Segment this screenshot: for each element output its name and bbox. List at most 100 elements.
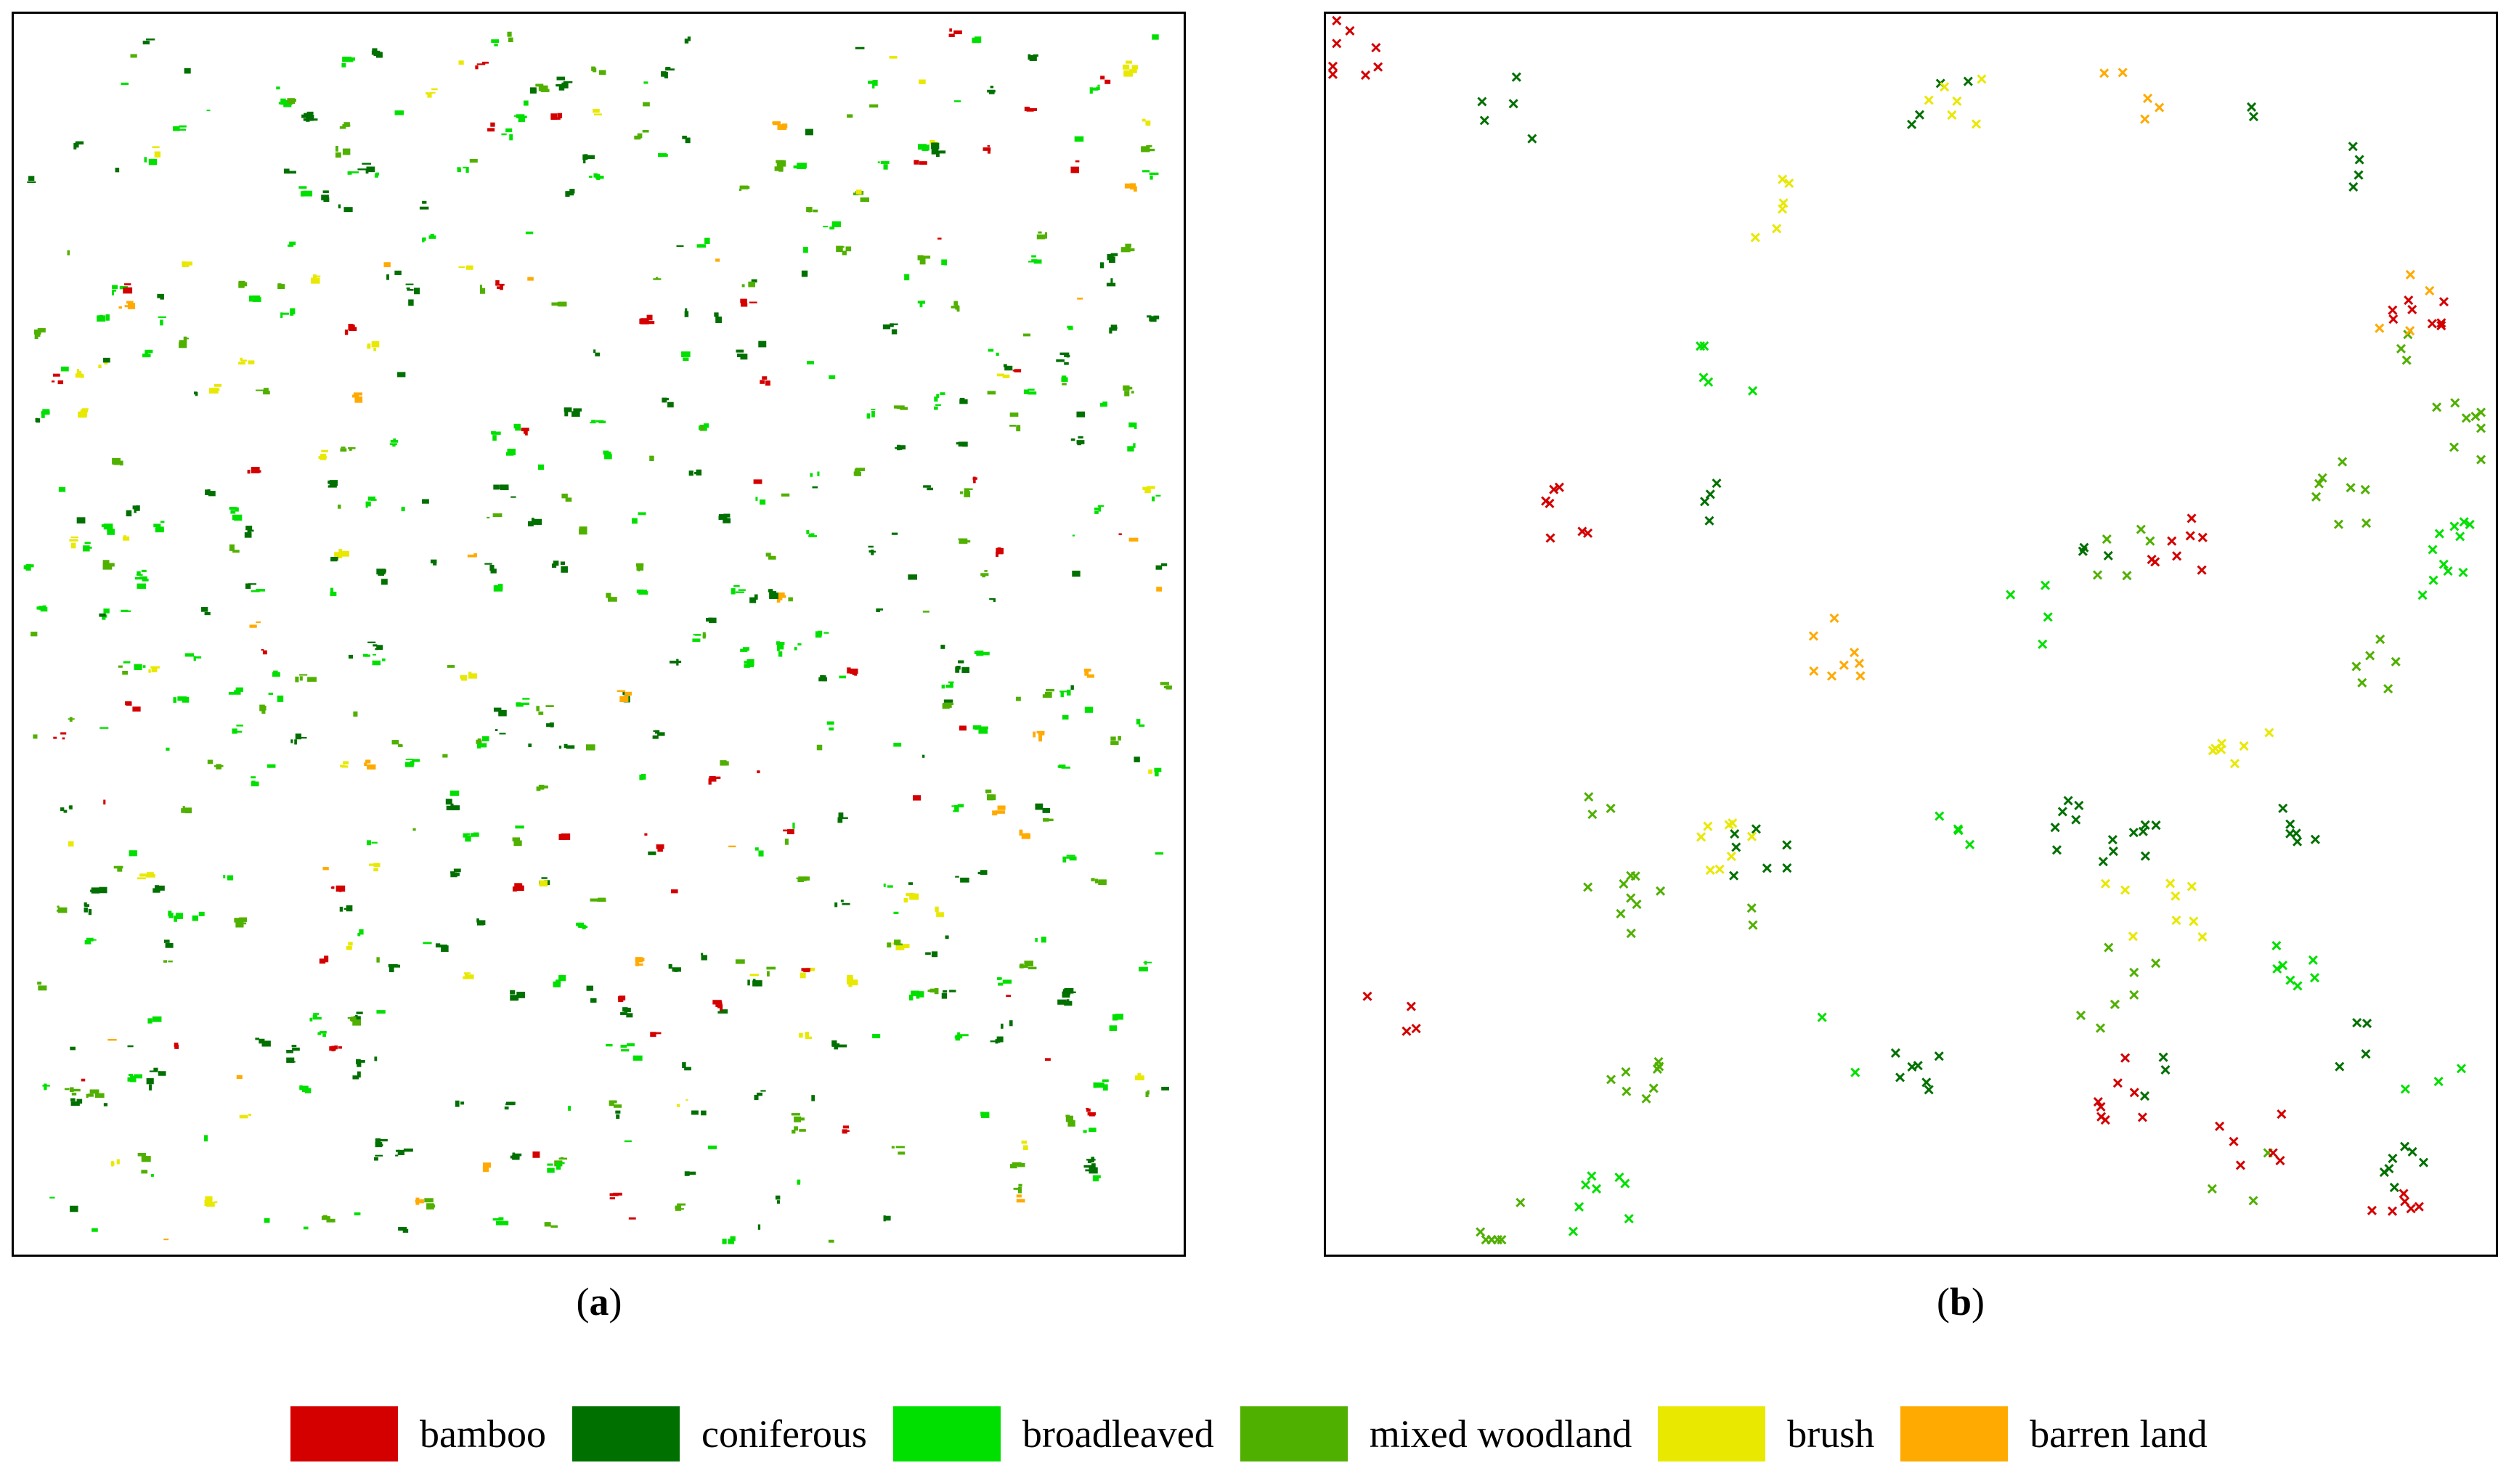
land-patch-broadleaved [376, 1010, 386, 1014]
sample-point-bamboo [2167, 536, 2177, 546]
land-patch-broadleaved [1155, 852, 1164, 855]
sample-point-mixed [2375, 635, 2385, 645]
land-patch-bamboo [550, 113, 563, 120]
land-patch-mixed [335, 145, 351, 158]
land-patch-coniferous [455, 1100, 465, 1107]
land-patch-broadleaved [823, 221, 841, 230]
land-patch-mixed [1091, 878, 1107, 885]
sample-point-bamboo [2186, 513, 2197, 523]
land-patch-broadleaved [934, 392, 945, 402]
land-patch-coniferous [286, 1045, 300, 1053]
land-patch-barren [992, 805, 1006, 816]
land-patch-coniferous [682, 135, 691, 144]
land-patch-broadleaved [299, 1085, 312, 1093]
land-patch-coniferous [103, 1103, 108, 1106]
land-patch-coniferous [1059, 352, 1070, 358]
land-patch-brush [75, 369, 84, 378]
land-patch-mixed [1141, 144, 1155, 152]
land-patch-mixed [447, 665, 455, 668]
land-patch-mixed [512, 837, 522, 847]
land-patch-broadleaved [826, 721, 834, 731]
land-patch-coniferous [419, 200, 429, 210]
land-patch-broadleaved [493, 584, 503, 592]
land-patch-coniferous [35, 417, 41, 423]
sample-point-coniferous [1782, 840, 1792, 850]
land-patch-mixed [561, 493, 572, 502]
land-patch-coniferous [1106, 278, 1116, 287]
sample-point-bamboo [2229, 1136, 2239, 1146]
land-patch-broadleaved [303, 1226, 309, 1230]
sample-point-mixed [2383, 684, 2393, 694]
land-patch-bamboo [783, 829, 794, 835]
land-patch-broadleaved [803, 246, 808, 253]
land-patch-mixed [765, 553, 776, 560]
land-patch-bamboo [628, 1217, 636, 1220]
land-patch-coniferous [1083, 1163, 1098, 1174]
land-patch-broadleaved [142, 349, 153, 358]
land-patch-broadleaved [917, 301, 925, 308]
land-patch-brush [889, 56, 898, 59]
sample-point-mixed [2401, 355, 2412, 365]
land-patch-mixed [1110, 735, 1121, 745]
land-patch-coniferous [959, 397, 968, 404]
land-patch-coniferous [357, 163, 375, 174]
land-patch-coniferous [374, 1056, 378, 1061]
land-patch-coniferous [593, 349, 601, 356]
land-patch-barren [1128, 537, 1139, 542]
sample-point-brush [1940, 82, 1950, 92]
land-patch-broadleaved [1099, 401, 1107, 407]
land-patch-broadleaved [223, 874, 234, 881]
land-patch-broadleaved [232, 514, 243, 521]
land-patch-coniferous [676, 245, 684, 247]
land-patch-mixed [836, 245, 852, 256]
land-patch-brush [749, 974, 759, 977]
sample-point-mixed [2075, 1011, 2086, 1021]
sample-point-mixed [2365, 651, 2375, 661]
land-patch-mixed [30, 632, 38, 637]
land-patch-mixed [469, 158, 478, 163]
land-patch-bamboo [740, 298, 757, 307]
land-patch-coniferous [747, 979, 762, 987]
sample-point-coniferous [2079, 542, 2089, 553]
sample-point-coniferous [2348, 142, 2358, 152]
land-patch-coniferous [977, 870, 988, 875]
land-patch-coniferous [510, 496, 516, 498]
land-patch-bamboo [53, 732, 67, 740]
land-patch-coniferous [989, 598, 996, 603]
land-patch-coniferous [126, 505, 140, 517]
land-patch-broadleaved [248, 295, 261, 302]
land-patch-brush [426, 88, 438, 98]
sample-point-broadleaved [2433, 1076, 2444, 1087]
land-patch-mixed [137, 1152, 151, 1162]
land-patch-mixed [917, 255, 931, 265]
sample-point-mixed [2248, 1196, 2258, 1206]
land-patch-mixed [766, 966, 776, 977]
sample-point-broadleaved [2417, 590, 2428, 600]
land-patch-mixed [942, 702, 954, 709]
land-patch-mixed [376, 957, 380, 963]
sample-point-broadleaved [2438, 559, 2449, 569]
land-patch-broadleaved [206, 110, 211, 112]
sample-point-bamboo [2387, 1206, 2398, 1216]
sample-point-brush [1971, 119, 1982, 129]
sample-point-bamboo [2093, 1097, 2103, 1107]
sample-point-coniferous [1705, 489, 1715, 500]
sample-point-coniferous [2278, 803, 2288, 813]
land-patch-broadleaved [404, 759, 420, 767]
land-patch-coniferous [388, 963, 401, 973]
land-patch-brush [122, 535, 130, 541]
land-patch-broadleaved [972, 725, 989, 734]
land-patch-coniferous [290, 733, 307, 745]
land-patch-broadleaved [681, 351, 691, 362]
land-patch-coniferous [812, 486, 818, 489]
land-patch-coniferous [1109, 325, 1118, 334]
sample-point-bamboo [2436, 321, 2446, 331]
sample-point-brush [1746, 831, 1757, 841]
sample-point-broadleaved [1935, 811, 1945, 821]
land-patch-broadleaved [1109, 1025, 1118, 1032]
sample-point-barren [1855, 671, 1866, 681]
sample-point-brush [2264, 727, 2274, 738]
land-patch-mixed [535, 83, 550, 92]
land-patch-brush [204, 1196, 218, 1207]
sample-point-coniferous [2074, 800, 2084, 811]
